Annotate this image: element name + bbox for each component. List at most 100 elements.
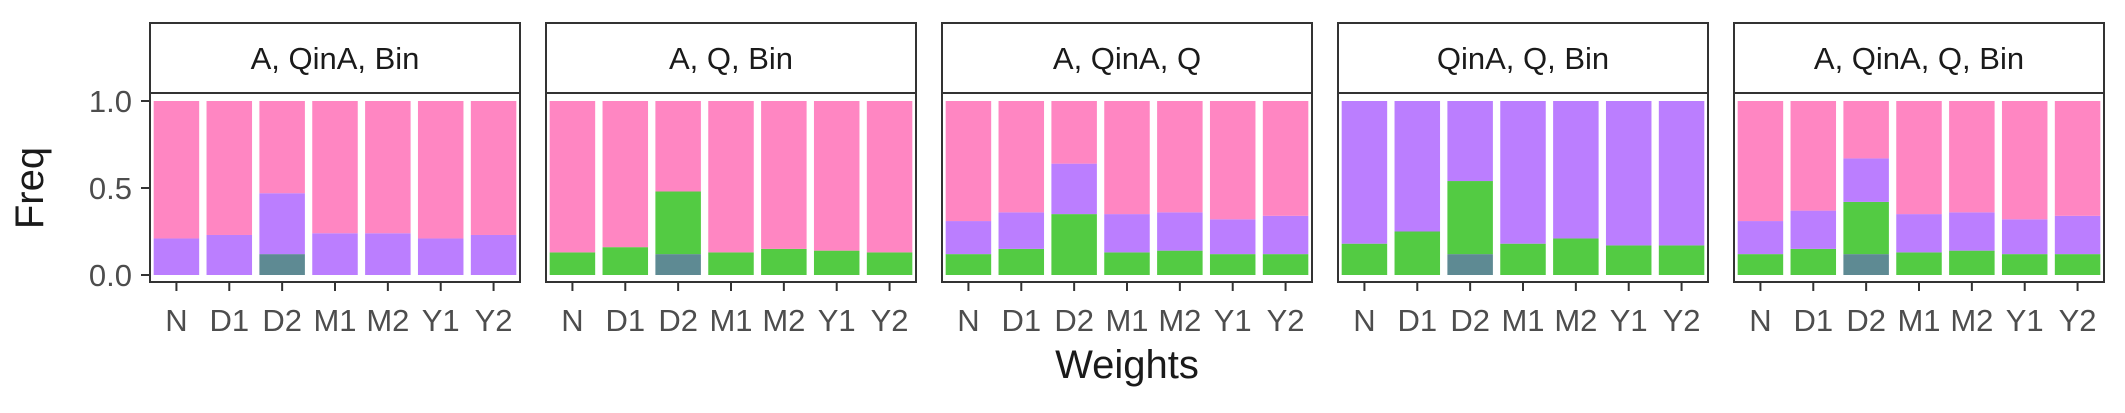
- bar-segment: [1658, 245, 1705, 275]
- x-tick-label: Y1: [1610, 303, 1648, 338]
- facet-panel: A, QinA, Q N D1 D2 M1 M2 Y1 Y2: [941, 22, 1313, 338]
- bar-segment: [602, 101, 649, 248]
- bar-segment: [1262, 254, 1309, 275]
- facet-strip-title: A, QinA, Q: [1053, 41, 1201, 76]
- x-tick-label: D1: [605, 303, 645, 338]
- x-tick-label: Y1: [818, 303, 856, 338]
- bar-segment: [549, 252, 596, 275]
- facet-strip-title: A, QinA, Bin: [251, 41, 420, 76]
- bar-segment: [153, 238, 200, 275]
- bar-segment: [1209, 219, 1256, 255]
- x-tick-label: N: [957, 303, 979, 338]
- x-tick-label: Y2: [2059, 303, 2097, 338]
- bar-segment: [1896, 214, 1942, 253]
- bar-segment: [259, 193, 305, 255]
- x-tick-label: D2: [262, 303, 302, 338]
- bar-segment: [1104, 101, 1150, 215]
- x-tick-label: N: [1749, 303, 1771, 338]
- x-tick-label: M1: [313, 303, 356, 338]
- x-tick-label: N: [561, 303, 583, 338]
- x-tick-label: M2: [1158, 303, 1201, 338]
- bar-segment: [655, 191, 701, 255]
- y-axis-title: Freq: [8, 147, 52, 229]
- x-tick-label: D1: [1001, 303, 1041, 338]
- bar-segment: [945, 221, 992, 255]
- bar-segment: [1051, 214, 1097, 275]
- bar-segment: [813, 250, 860, 275]
- bar-segment: [549, 101, 596, 253]
- bar-segment: [998, 248, 1045, 275]
- x-tick-label: D1: [1793, 303, 1833, 338]
- x-tick-label: D1: [209, 303, 249, 338]
- x-tick-label: Y1: [1214, 303, 1252, 338]
- bar-segment: [761, 101, 807, 249]
- x-tick-label: Y2: [1663, 303, 1701, 338]
- bar-segment: [1658, 101, 1705, 246]
- panel-border: [941, 92, 1313, 283]
- bar-segment: [1209, 254, 1256, 275]
- bar-segment: [312, 233, 358, 275]
- x-tick-label: Y2: [475, 303, 513, 338]
- x-tick-label: Y2: [871, 303, 909, 338]
- bar-segment: [1737, 101, 1784, 222]
- bar-segment: [1394, 101, 1441, 232]
- bar-segment: [1104, 214, 1150, 253]
- bar-segment: [206, 101, 253, 235]
- bar-segment: [945, 101, 992, 222]
- x-tick-label: M2: [1554, 303, 1597, 338]
- facet-strip: [149, 22, 521, 94]
- x-tick-label: M1: [1897, 303, 1940, 338]
- facet-strip-title: QinA, Q, Bin: [1437, 41, 1609, 76]
- bar-segment: [1896, 101, 1942, 215]
- x-tick-label: M2: [1950, 303, 1993, 338]
- bar-segment: [1262, 101, 1309, 216]
- bar-segment: [1737, 254, 1784, 275]
- x-tick-label: Y2: [1267, 303, 1305, 338]
- y-axis: 0.0 0.5 1.0: [89, 84, 150, 293]
- x-tick-label: M2: [366, 303, 409, 338]
- bar-segment: [1790, 248, 1837, 275]
- bar-segment: [1949, 101, 1995, 213]
- facet-strip: [545, 22, 917, 94]
- bar-segment: [312, 101, 358, 234]
- facet-panel: A, Q, Bin N D1 D2 M1 M2 Y1 Y2: [545, 22, 917, 338]
- bar-segment: [259, 254, 305, 275]
- x-axis-title: Weights: [1055, 343, 1199, 387]
- facet-panel: A, QinA, Q, Bin N D1 D2 M1 M2 Y1 Y2: [1733, 22, 2105, 338]
- bar-segment: [153, 101, 200, 239]
- x-tick-label: D2: [658, 303, 698, 338]
- bar-segment: [1605, 101, 1652, 246]
- bar-segment: [1262, 215, 1309, 255]
- x-tick-label: D1: [1397, 303, 1437, 338]
- x-tick-label: Y1: [422, 303, 460, 338]
- x-tick-label: N: [1353, 303, 1375, 338]
- bar-segment: [365, 233, 411, 275]
- bar-segment: [1500, 243, 1546, 275]
- bar-segment: [1790, 210, 1837, 249]
- bar-segment: [1790, 101, 1837, 211]
- bar-segment: [259, 101, 305, 194]
- y-tick-label: 0.0: [89, 258, 132, 293]
- bar-segment: [1447, 254, 1493, 275]
- bar-segment: [1157, 250, 1203, 275]
- bar-segment: [813, 101, 860, 251]
- bar-segment: [866, 252, 913, 275]
- facet-panel: QinA, Q, Bin N D1 D2 M1 M2 Y1 Y2: [1337, 22, 1709, 338]
- x-tick-label: M1: [1501, 303, 1544, 338]
- y-tick-label: 0.5: [89, 171, 132, 206]
- facet-strip-title: A, QinA, Q, Bin: [1814, 41, 2024, 76]
- bar-segment: [1737, 221, 1784, 255]
- bar-segment: [655, 254, 701, 275]
- x-tick-label: D2: [1450, 303, 1490, 338]
- bar-segment: [1896, 252, 1942, 275]
- y-tick-label: 1.0: [89, 84, 132, 119]
- bar-segment: [1949, 250, 1995, 275]
- panel-border: [545, 92, 917, 283]
- panel-border: [1733, 92, 2105, 283]
- bar-segment: [998, 212, 1045, 249]
- bar-segment: [945, 254, 992, 275]
- bar-segment: [708, 252, 754, 275]
- bar-segment: [1843, 158, 1889, 202]
- facet-strip: [941, 22, 1313, 94]
